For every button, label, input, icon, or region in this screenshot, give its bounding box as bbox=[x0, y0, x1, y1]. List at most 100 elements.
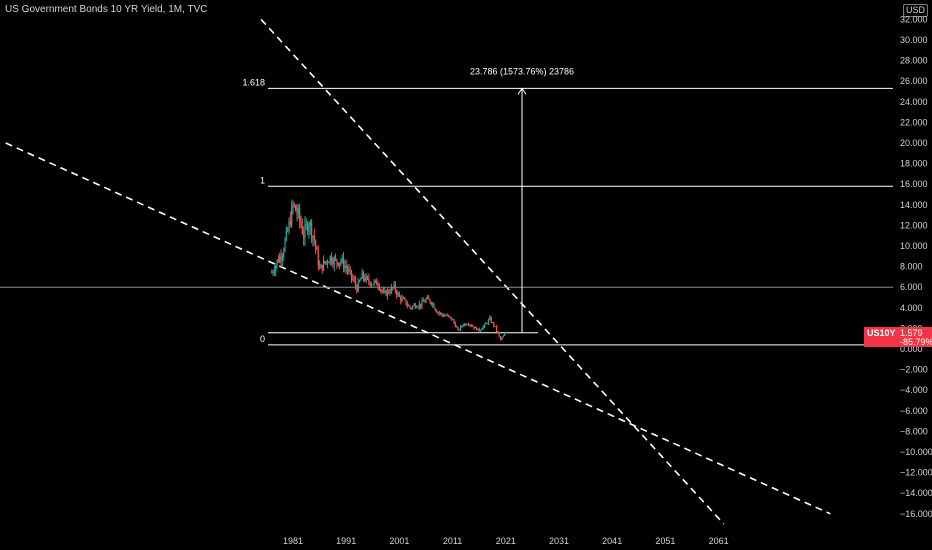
candle-body bbox=[321, 264, 323, 271]
candle-body bbox=[479, 330, 482, 332]
candle-body bbox=[409, 305, 411, 308]
candle-body bbox=[437, 312, 439, 314]
candle-body bbox=[319, 265, 321, 269]
candle-body bbox=[307, 224, 309, 232]
candle-body bbox=[420, 303, 422, 307]
candle-body bbox=[362, 271, 365, 279]
candle-body bbox=[397, 293, 399, 295]
candle-body bbox=[296, 211, 298, 215]
y-tick-label: 12.000 bbox=[900, 220, 928, 230]
candle-body bbox=[309, 222, 311, 226]
candle-body bbox=[288, 221, 290, 231]
candle-body bbox=[292, 204, 294, 206]
candle-body bbox=[398, 293, 400, 297]
candle-body bbox=[432, 303, 434, 305]
candle-body bbox=[305, 224, 307, 226]
y-tick-label: 8.000 bbox=[900, 262, 923, 272]
drawing-layer: 1.618 1 0 23.786 (1573.76%) 23786 bbox=[0, 18, 893, 525]
candle-body bbox=[273, 271, 275, 273]
candle-body bbox=[461, 326, 463, 327]
candle-body bbox=[402, 298, 404, 299]
x-tick-label: 2041 bbox=[602, 536, 622, 546]
candle-body bbox=[350, 270, 353, 278]
y-tick-label: −2.000 bbox=[900, 365, 928, 375]
candle-body bbox=[333, 257, 335, 265]
candle-body bbox=[341, 257, 343, 262]
symbol-label: US10Y bbox=[867, 328, 896, 338]
candle-body bbox=[376, 279, 378, 286]
candle-body bbox=[394, 283, 397, 291]
candle-body bbox=[366, 276, 369, 279]
candle-body bbox=[470, 325, 472, 327]
candle-body bbox=[455, 326, 458, 328]
candle-body bbox=[299, 207, 301, 221]
x-tick-label: 2031 bbox=[549, 536, 569, 546]
y-tick-label: −4.000 bbox=[900, 385, 928, 395]
candle-body bbox=[426, 297, 428, 299]
candle-body bbox=[442, 315, 444, 317]
candle-body bbox=[487, 319, 490, 324]
candle-body bbox=[303, 233, 305, 238]
candle-body bbox=[466, 324, 468, 326]
candle-body bbox=[491, 322, 494, 324]
x-tick-label: 2011 bbox=[443, 536, 462, 546]
candle-body bbox=[342, 257, 345, 268]
candle-body bbox=[404, 298, 406, 300]
candle-body bbox=[503, 333, 506, 336]
candle-body bbox=[389, 292, 391, 294]
candle-body bbox=[308, 225, 310, 232]
candle-body bbox=[326, 261, 329, 263]
candle-body bbox=[287, 230, 289, 231]
candle-body bbox=[301, 225, 303, 234]
candle-body bbox=[346, 268, 349, 271]
candle-body bbox=[445, 315, 447, 317]
candle-body bbox=[354, 280, 357, 286]
candle-body bbox=[473, 326, 475, 329]
candle-body bbox=[481, 328, 483, 331]
x-tick-label: 1981 bbox=[283, 536, 303, 546]
y-tick-label: 28.000 bbox=[900, 56, 928, 66]
candle-body bbox=[495, 326, 498, 331]
candle-body bbox=[396, 290, 398, 295]
candle-body bbox=[336, 259, 338, 263]
x-tick-label: 2051 bbox=[655, 536, 675, 546]
candle-body bbox=[277, 259, 279, 262]
trendline-upper-wedge bbox=[260, 18, 725, 525]
candle-body bbox=[482, 326, 484, 329]
candle-body bbox=[401, 298, 403, 301]
x-tick-label: 2021 bbox=[496, 536, 516, 546]
candle-body bbox=[332, 262, 334, 265]
candle-body bbox=[324, 260, 326, 263]
currency-badge[interactable]: USD bbox=[903, 4, 929, 17]
candle-body bbox=[434, 308, 436, 311]
candle-body bbox=[440, 313, 442, 314]
candle-body bbox=[276, 259, 278, 266]
candle-body bbox=[345, 265, 347, 269]
candle-body bbox=[438, 312, 440, 314]
candle-body bbox=[320, 264, 322, 269]
y-tick-label: −10.000 bbox=[900, 447, 932, 457]
time-axis: 1981 1991 2001 2011 2021 2031 2041 2051 2061 bbox=[283, 536, 729, 546]
candle-body bbox=[356, 285, 358, 292]
fib-label: 0 bbox=[260, 334, 265, 344]
y-tick-label: −12.000 bbox=[900, 468, 932, 478]
candle-body bbox=[463, 323, 466, 326]
candle-body bbox=[272, 272, 274, 274]
candle-body bbox=[493, 322, 495, 327]
candle-body bbox=[490, 317, 492, 323]
candle-body bbox=[477, 328, 479, 331]
candle-body bbox=[425, 298, 427, 302]
projection-arrowhead bbox=[517, 87, 527, 95]
candle-body bbox=[393, 283, 395, 288]
candle-body bbox=[361, 271, 363, 279]
candle-body bbox=[485, 323, 487, 325]
candle-body bbox=[433, 303, 435, 309]
candle-body bbox=[410, 307, 412, 309]
candle-body bbox=[422, 300, 424, 302]
fib-label: 1.618 bbox=[242, 77, 265, 87]
y-tick-label: 26.000 bbox=[900, 76, 928, 86]
candle-body bbox=[457, 327, 459, 330]
candle-body bbox=[392, 287, 394, 288]
candle-body bbox=[430, 302, 432, 305]
